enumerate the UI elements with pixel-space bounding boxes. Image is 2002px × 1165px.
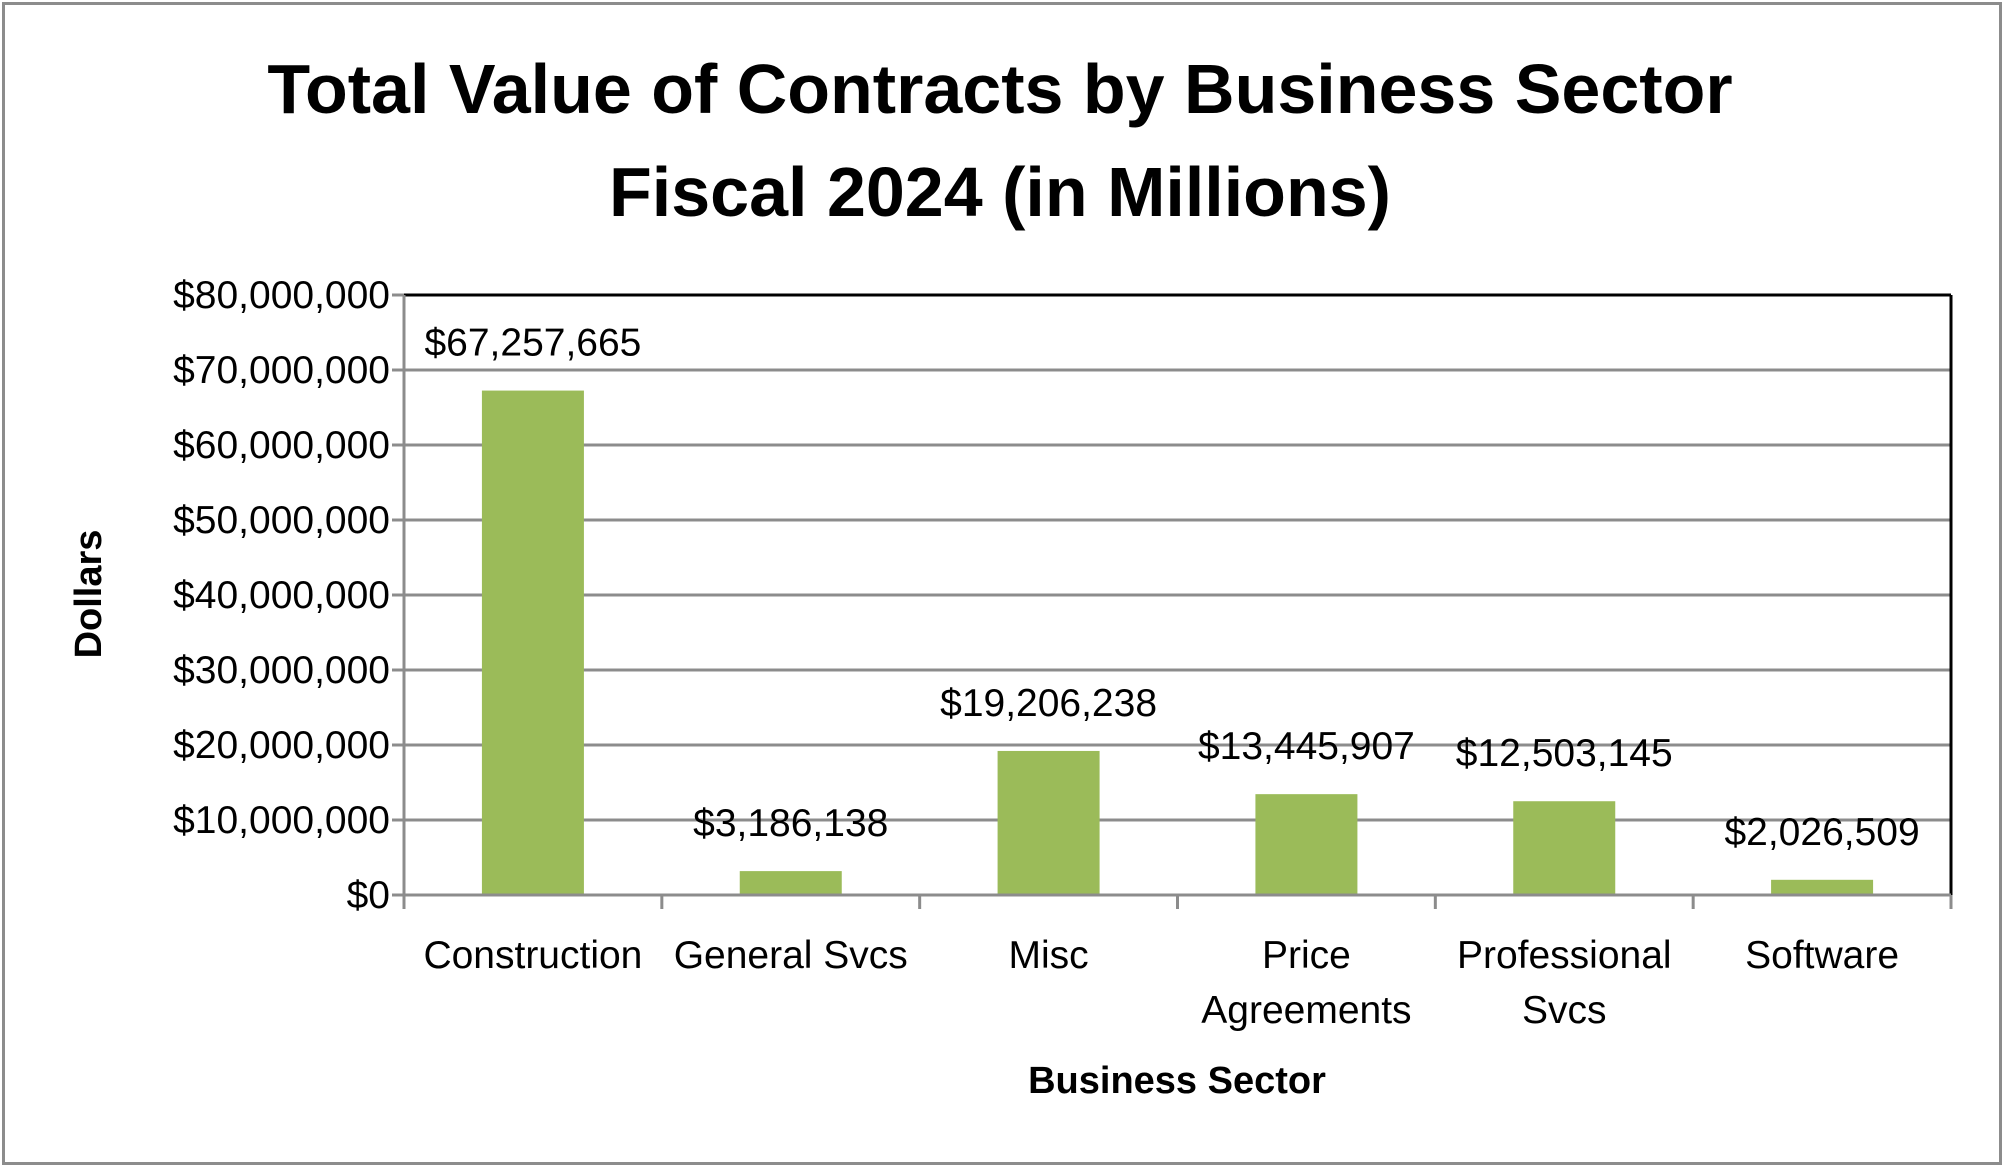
x-tick-label: Misc [1009,934,1089,977]
bar [1513,801,1616,895]
y-tick-label: $70,000,000 [173,349,390,392]
data-label: $67,257,665 [424,322,641,365]
y-tick-label: $50,000,000 [173,499,390,542]
y-tick-label: $20,000,000 [173,724,390,767]
x-tick-label: Price Agreements [1201,934,1411,1032]
bar [1771,879,1874,895]
bars [481,390,1874,895]
data-label: $3,186,138 [693,802,888,845]
data-labels: $67,257,665 $3,186,138 $19,206,238 $13,445,… [424,322,1919,854]
x-tick-label: Professional Svcs [1457,934,1672,1032]
x-tick-labels: Construction General Svcs Misc Price Agreeme… [423,934,1899,1032]
x-axis-title: Business Sector [1028,1060,1326,1102]
gridlines [404,293,1951,822]
data-label: $2,026,509 [1724,811,1919,854]
axes [392,293,1953,909]
data-label: $19,206,238 [940,682,1157,725]
data-label: $13,445,907 [1198,725,1415,768]
chart-title: Total Value of Contracts by Business Sec… [267,50,1732,128]
bar [997,750,1100,895]
chart-subtitle: Fiscal 2024 (in Millions) [609,153,1391,231]
y-tick-label: $80,000,000 [173,274,390,317]
y-tick-label: $10,000,000 [173,799,390,842]
y-tick-label: $0 [347,874,390,917]
y-tick-label: $30,000,000 [173,649,390,692]
bar [1255,794,1358,895]
x-tick-label: Software [1745,934,1899,977]
x-tick-label: Construction [423,934,642,977]
y-tick-label: $60,000,000 [173,424,390,467]
y-tick-labels: $0 $10,000,000 $20,000,000 $30,000,000 $40,0… [173,274,390,917]
y-tick-label: $40,000,000 [173,574,390,617]
data-label: $12,503,145 [1456,732,1673,775]
x-tick-label: General Svcs [674,934,908,977]
y-axis-title: Dollars [68,530,110,659]
bar [739,871,842,895]
bar [481,390,584,895]
